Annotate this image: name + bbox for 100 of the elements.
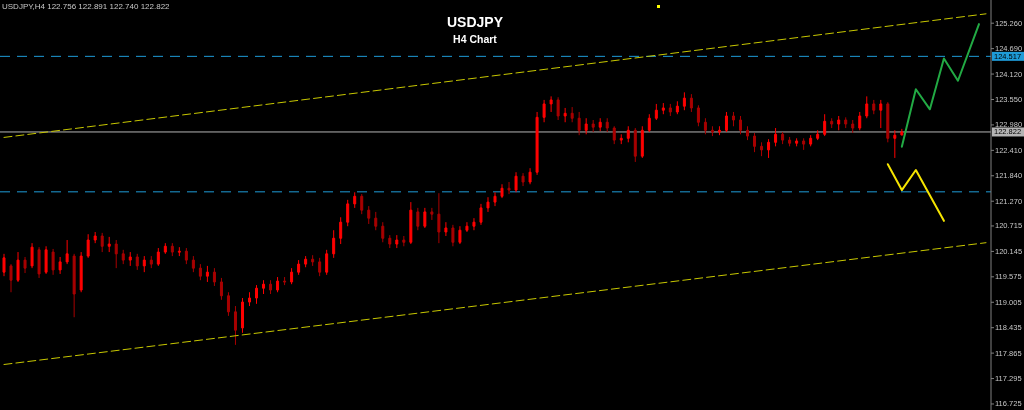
candlestick bbox=[388, 234, 392, 249]
candlestick bbox=[535, 111, 539, 176]
candlestick bbox=[226, 291, 230, 317]
candlestick bbox=[717, 125, 721, 136]
candlestick bbox=[325, 249, 329, 276]
candlestick bbox=[283, 276, 287, 286]
candlestick bbox=[619, 133, 623, 145]
candlestick bbox=[493, 191, 497, 207]
candlestick bbox=[781, 131, 785, 145]
candlestick bbox=[731, 111, 735, 127]
candlestick bbox=[311, 254, 315, 267]
candlestick bbox=[774, 127, 778, 147]
candlestick bbox=[458, 225, 462, 245]
candlestick bbox=[851, 119, 855, 134]
candlestick bbox=[269, 279, 273, 295]
candlestick bbox=[633, 127, 637, 163]
candlestick bbox=[788, 136, 792, 147]
candlestick bbox=[163, 242, 167, 255]
candlestick bbox=[647, 113, 651, 133]
candlestick bbox=[290, 267, 294, 285]
candlestick bbox=[507, 181, 511, 195]
candlestick bbox=[444, 221, 448, 237]
candlestick bbox=[304, 255, 308, 268]
candlestick bbox=[753, 132, 757, 153]
candlestick bbox=[318, 257, 322, 277]
candlestick bbox=[479, 203, 483, 226]
candlestick bbox=[591, 119, 595, 133]
text: USDJPY bbox=[446, 14, 504, 30]
candlestick bbox=[640, 125, 644, 159]
candlestick bbox=[248, 291, 251, 307]
candlestick bbox=[584, 117, 588, 135]
candlestick bbox=[58, 256, 62, 275]
candlestick bbox=[233, 305, 237, 346]
candlestick bbox=[451, 224, 455, 247]
candlestick bbox=[2, 253, 6, 277]
candlestick bbox=[858, 111, 862, 131]
candlestick bbox=[381, 221, 385, 243]
candlestick bbox=[353, 191, 357, 209]
line-series bbox=[900, 23, 980, 148]
candlestick bbox=[830, 117, 834, 129]
candlestick bbox=[598, 117, 602, 132]
candlestick bbox=[100, 232, 104, 253]
candlestick bbox=[198, 263, 202, 281]
candlestick bbox=[563, 107, 567, 123]
candlestick bbox=[746, 125, 750, 141]
candlestick bbox=[465, 221, 469, 233]
candlestick bbox=[240, 297, 244, 334]
candlestick bbox=[23, 256, 27, 274]
candlestick bbox=[486, 196, 490, 213]
candlestick bbox=[682, 91, 686, 111]
candlestick bbox=[844, 116, 848, 129]
candlestick bbox=[346, 199, 350, 227]
candlestick bbox=[739, 115, 742, 135]
candlestick bbox=[16, 251, 20, 283]
candlestick bbox=[865, 95, 869, 119]
line-series bbox=[886, 163, 945, 222]
candlestick bbox=[255, 284, 259, 305]
candlestick bbox=[710, 125, 714, 137]
candlestick bbox=[339, 216, 343, 245]
candlestick bbox=[184, 247, 188, 265]
candlestick bbox=[191, 255, 195, 273]
candlestick bbox=[703, 117, 707, 135]
candlestick bbox=[262, 279, 266, 295]
candlestick bbox=[893, 129, 897, 159]
candlestick bbox=[135, 253, 139, 271]
candlestick bbox=[809, 134, 813, 147]
candlestick bbox=[816, 129, 820, 141]
candlestick bbox=[93, 231, 97, 244]
candlestick bbox=[44, 245, 48, 275]
candlestick bbox=[760, 141, 764, 157]
candlestick bbox=[872, 99, 876, 115]
candlestick bbox=[395, 234, 399, 249]
text: H4 Chart bbox=[453, 33, 498, 45]
annotation: USDJPY,H4 122.756 122.891 122.740 122.822 bbox=[2, 2, 171, 11]
candlestick bbox=[86, 233, 90, 259]
candlestick bbox=[724, 111, 728, 133]
candlestick bbox=[668, 103, 672, 117]
candlestick bbox=[332, 229, 336, 259]
candlestick bbox=[802, 137, 806, 151]
candlestick bbox=[374, 211, 378, 231]
candlestick bbox=[886, 101, 890, 143]
candlestick bbox=[430, 207, 434, 221]
candlestick bbox=[37, 246, 41, 279]
candlestick bbox=[837, 115, 841, 131]
candlestick bbox=[437, 192, 441, 244]
candlestick bbox=[79, 251, 83, 293]
candlestick bbox=[612, 125, 616, 145]
candlestick bbox=[121, 249, 125, 265]
candlestick bbox=[570, 106, 574, 123]
candlestick bbox=[72, 253, 76, 318]
candlestick bbox=[212, 267, 216, 287]
candlestick bbox=[472, 217, 476, 231]
candlestick bbox=[360, 193, 364, 215]
candlestick bbox=[528, 167, 532, 185]
candlestick bbox=[297, 259, 301, 276]
candlestick bbox=[128, 251, 132, 267]
candlestick bbox=[30, 242, 34, 269]
candlestick bbox=[9, 263, 13, 293]
candlestick bbox=[767, 138, 771, 159]
candlestick bbox=[170, 242, 174, 257]
